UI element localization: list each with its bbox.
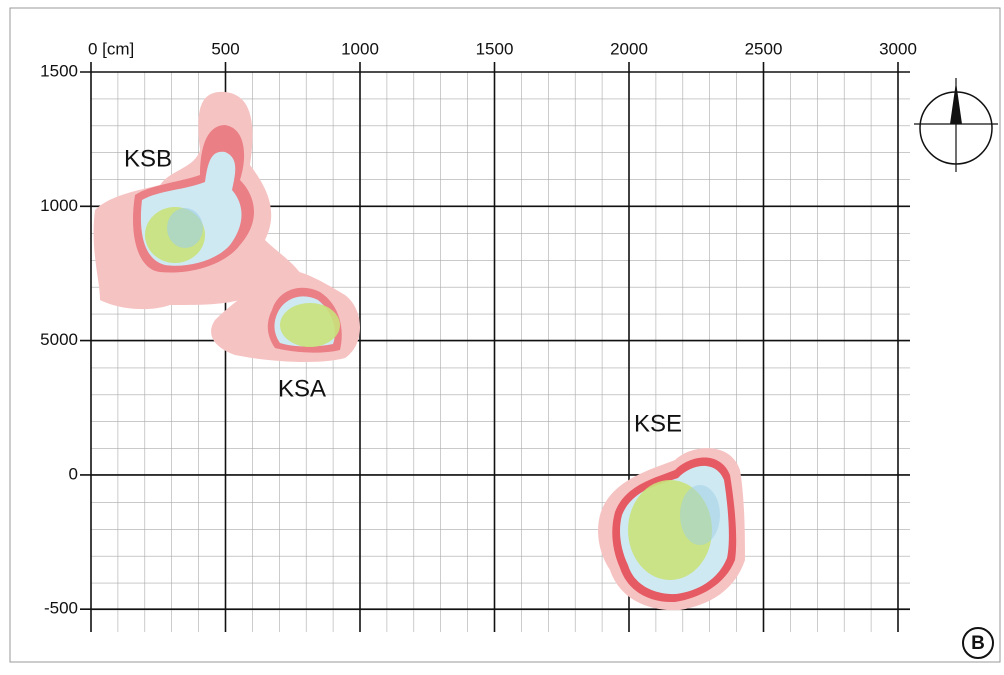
panel-badge <box>962 627 994 659</box>
north-arrow <box>914 78 998 172</box>
x-tick-label: 500 <box>211 39 239 58</box>
y-tick-label: 1000 <box>40 196 78 215</box>
x-tick-label: 1000 <box>341 39 379 58</box>
panel-label: B <box>971 633 985 654</box>
x-tick-label: 1500 <box>476 39 514 58</box>
site-label: KSB <box>124 145 172 172</box>
frame <box>9 7 1001 663</box>
site-label: KSE <box>634 410 682 437</box>
x-tick-label: 2000 <box>610 39 648 58</box>
site-label: KSA <box>278 375 326 402</box>
y-tick-label: 0 <box>69 464 78 483</box>
ksb-cluster <box>93 91 310 310</box>
x-tick-label: 0 [cm] <box>88 39 134 58</box>
y-tick-label: -500 <box>44 599 78 618</box>
x-tick-label: 2500 <box>745 39 783 58</box>
kse-cluster <box>598 448 745 611</box>
ksa-cluster <box>211 269 360 362</box>
x-tick-label: 3000 <box>879 39 917 58</box>
y-tick-label: 1500 <box>40 61 78 80</box>
y-tick-label: 5000 <box>40 330 78 349</box>
